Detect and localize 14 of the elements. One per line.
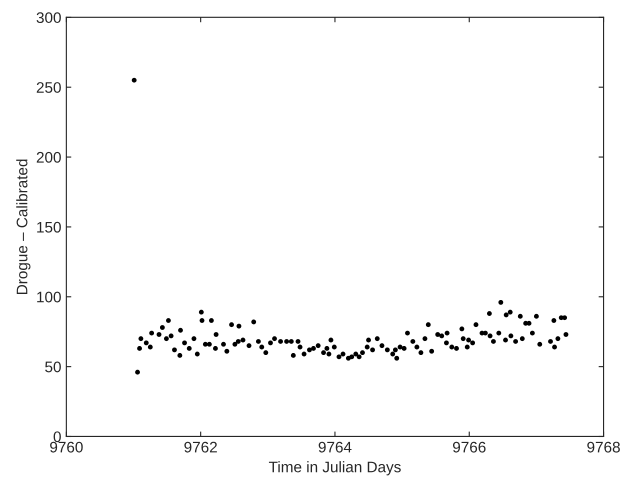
y-tick-label: 150: [37, 222, 61, 233]
x-tick-label: 9764: [318, 442, 352, 453]
x-tick-label: 9760: [50, 442, 83, 453]
y-axis-title: Drogue – Calibrated: [16, 160, 30, 294]
x-tick-label: 9766: [452, 442, 486, 453]
y-tick-label: 200: [36, 152, 61, 163]
y-tick-label: 0: [54, 431, 61, 442]
x-axis-title: Time in Julian Days: [268, 461, 401, 476]
x-tick-label: 9762: [184, 442, 217, 453]
y-tick-label: 250: [36, 82, 61, 93]
y-tick-label: 50: [45, 361, 61, 372]
y-tick-label: 300: [36, 12, 61, 24]
y-tick-label: 100: [37, 292, 61, 302]
x-tick-label: 9768: [587, 442, 620, 453]
